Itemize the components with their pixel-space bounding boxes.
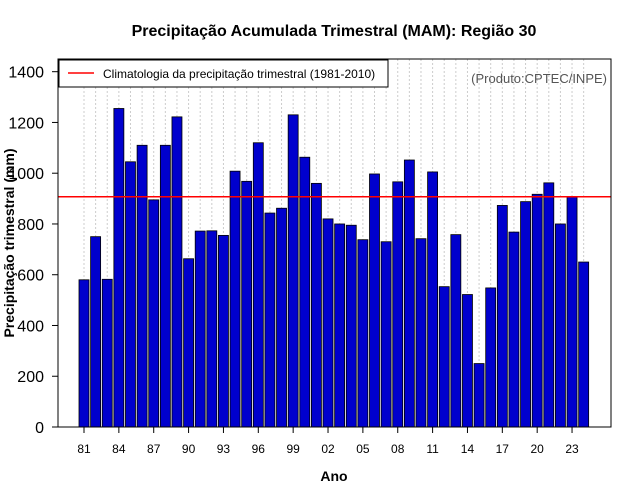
bar-1991: [194, 230, 206, 428]
bar-2015: [473, 363, 485, 428]
x-tick-label-20: 20: [531, 442, 545, 456]
x-tick-label-84: 84: [112, 442, 126, 456]
x-tick-label-23: 23: [565, 442, 579, 456]
x-tick-label-14: 14: [461, 442, 475, 456]
y-tick-label-1200: 1200: [8, 115, 44, 132]
bar-2011: [427, 171, 439, 428]
bar-2024: [578, 261, 590, 428]
bar-2020: [531, 193, 543, 428]
bar-1996: [252, 142, 264, 428]
bar-2013: [450, 234, 462, 428]
bar-2003: [334, 223, 346, 428]
bar-1994: [229, 170, 241, 428]
x-tick-label-02: 02: [321, 442, 335, 456]
bar-1999: [287, 114, 299, 428]
chart-title: Precipitação Acumulada Trimestral (MAM):…: [132, 23, 537, 40]
bar-1984: [113, 108, 125, 428]
bar-1986: [136, 144, 148, 428]
bar-2018: [508, 231, 520, 428]
bar-2005: [357, 239, 369, 428]
x-tick-label-96: 96: [252, 442, 266, 456]
bar-1995: [241, 180, 253, 428]
legend-label-climatology: Climatologia da precipitação trimestral …: [103, 67, 375, 81]
bar-2001: [310, 182, 322, 428]
bar-2004: [345, 224, 357, 428]
bar-2000: [299, 156, 311, 428]
bar-2014: [462, 294, 473, 428]
bar-2008: [392, 181, 404, 428]
bar-1985: [125, 161, 136, 428]
bar-1983: [101, 278, 113, 428]
bar-2012: [438, 286, 450, 428]
bar-2021: [543, 182, 555, 428]
x-tick-label-99: 99: [286, 442, 300, 456]
plot-frame: [57, 58, 612, 428]
bar-2017: [496, 205, 508, 428]
x-tick-label-81: 81: [77, 442, 91, 456]
y-tick-label-400: 400: [17, 318, 44, 335]
bar-2022: [555, 223, 566, 428]
x-tick-label-90: 90: [182, 442, 196, 456]
y-tick-label-800: 800: [17, 217, 44, 234]
bar-1998: [276, 207, 287, 428]
y-tick-label-200: 200: [17, 369, 44, 386]
x-tick-label-11: 11: [426, 442, 439, 456]
x-tick-label-17: 17: [496, 442, 510, 456]
source-note: (Produto:CPTEC/INPE): [471, 71, 607, 86]
bar-2016: [485, 287, 497, 428]
y-tick-label-600: 600: [17, 268, 44, 285]
bar-1981: [78, 279, 90, 428]
bar-2009: [403, 159, 415, 428]
legend-box: [58, 59, 389, 88]
x-tick-label-05: 05: [356, 442, 370, 456]
bar-2023: [566, 196, 578, 428]
y-tick-label-1000: 1000: [8, 166, 44, 183]
y-axis-label: Precipitação trimestral (mm): [1, 148, 17, 337]
y-tick-label-0: 0: [35, 420, 44, 437]
bar-2006: [369, 173, 380, 428]
bar-2019: [520, 201, 531, 428]
x-axis-label: Ano: [320, 468, 347, 484]
bar-2007: [380, 241, 392, 428]
y-tick-label-1400: 1400: [8, 65, 44, 82]
bar-2010: [415, 238, 427, 428]
x-tick-label-08: 08: [391, 442, 405, 456]
bar-1982: [90, 236, 102, 428]
x-tick-label-93: 93: [217, 442, 231, 456]
bar-1987: [148, 199, 160, 428]
bar-1988: [159, 144, 171, 428]
bar-1997: [264, 212, 276, 428]
y-axis: 0 200 400 600 800 1000 1200 1400: [8, 65, 58, 437]
x-axis: 81 84 87 90 93 96 99 02 05 08 11 14 17 20 23: [77, 427, 579, 456]
bar-2002: [322, 218, 334, 428]
x-tick-label-87: 87: [147, 442, 161, 456]
bar-1992: [206, 230, 218, 428]
bar-1990: [183, 258, 194, 428]
bar-1993: [218, 234, 229, 428]
bar-1989: [171, 116, 183, 428]
legend: Climatologia da precipitação trimestral …: [58, 59, 389, 88]
bars: [78, 108, 590, 428]
